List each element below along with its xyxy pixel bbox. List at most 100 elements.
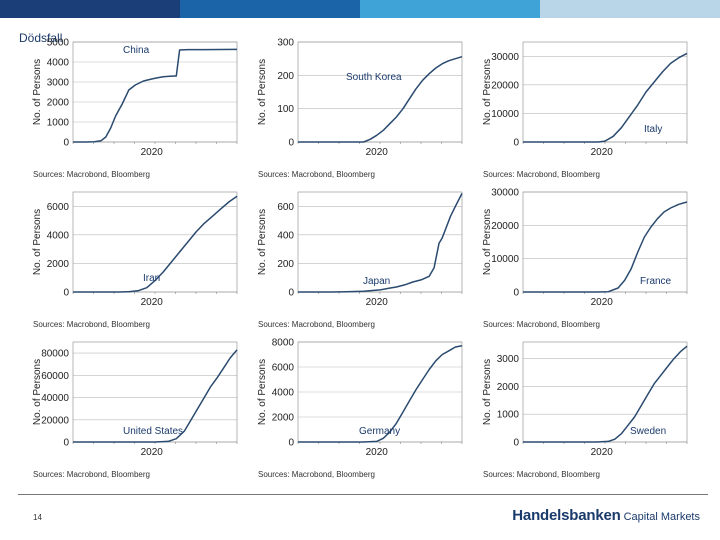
x-tick-label: 2020 [141,297,164,308]
y-tick-label: 100 [277,104,294,115]
y-tick-label: 0 [288,288,294,299]
country-label: Iran [143,273,160,284]
series-line-sweden [523,345,688,443]
y-tick-label: 400 [277,230,294,241]
y-tick-label: 10000 [491,109,519,120]
y-tick-label: 4000 [47,58,70,69]
x-tick-label: 2020 [591,147,614,158]
chart-panel-germany: 0 2000 4000 6000 8000 2020 No. of Persons Germa… [225,300,463,479]
country-label: Italy [644,124,662,135]
source-note: Sources: Macrobond, Bloomberg [483,470,600,479]
brand-logo: Handelsbanken Capital Markets [512,507,700,525]
chart-panel-japan: 0 200 400 600 2020 No. of Persons Japan Sources… [225,150,463,329]
y-tick-label: 4000 [47,230,70,241]
top-bar-segment [540,0,720,18]
chart-panel-iran: 0 2000 4000 6000 2020 No. of Persons Iran Sourc… [0,150,238,329]
y-tick-label: 30000 [491,188,519,199]
y-tick-label: 3000 [47,78,70,89]
y-tick-label: 20000 [41,415,69,426]
plot-frame [297,41,463,143]
chart-united-states: 0 20000 40000 60000 80000 2020 No. of Persons U… [32,341,238,458]
top-bar-segment [0,0,180,18]
chart-sweden: 0 1000 2000 3000 2020 No. of Persons Sweden [482,341,688,458]
y-tick-label: 0 [513,288,519,299]
source-note: Sources: Macrobond, Bloomberg [483,320,600,329]
y-tick-label: 40000 [41,393,69,404]
series-line-united-states [73,349,238,443]
y-tick-label: 30000 [491,52,519,63]
source-note: Sources: Macrobond, Bloomberg [33,320,150,329]
plot-frame [72,41,238,143]
chart-south-korea: 0 100 200 300 2020 No. of Persons South Korea [257,38,463,158]
series-line-iran [73,195,238,293]
y-tick-label: 20000 [491,80,519,91]
chart-iran: 0 2000 4000 6000 2020 No. of Persons Iran [32,191,238,308]
plot-frame [522,41,688,143]
y-tick-label: 2000 [497,382,520,393]
brand-subtitle: Capital Markets [623,511,700,523]
chart-panel-italy: 0 10000 20000 30000 2020 No. of Persons Italy S… [450,0,688,179]
x-tick-label: 2020 [366,447,389,458]
y-tick-label: 0 [288,138,294,149]
y-tick-label: 2000 [47,98,70,109]
chart-panel-united-states: 0 20000 40000 60000 80000 2020 No. of Persons U… [0,300,238,479]
y-tick-label: 0 [63,138,69,149]
y-axis-label: No. of Persons [32,209,43,275]
country-label: China [123,45,150,56]
y-tick-label: 300 [277,38,294,49]
y-tick-label: 0 [288,438,294,449]
source-note: Sources: Macrobond, Bloomberg [258,170,375,179]
series-line-south-korea [298,55,463,143]
footer-divider [18,494,708,495]
source-note: Sources: Macrobond, Bloomberg [33,470,150,479]
y-tick-label: 80000 [41,349,69,360]
chart-italy: 0 10000 20000 30000 2020 No. of Persons Italy [482,41,688,158]
y-tick-label: 600 [277,202,294,213]
y-axis-label: No. of Persons [482,209,493,275]
y-tick-label: 0 [63,438,69,449]
chart-france: 0 10000 20000 30000 2020 No. of Persons France [482,188,688,308]
y-tick-label: 20000 [491,221,519,232]
chart-panel-sweden: 0 1000 2000 3000 2020 No. of Persons Sweden Sou… [450,300,688,479]
source-note: Sources: Macrobond, Bloomberg [483,170,600,179]
page-number: 14 [33,513,42,522]
y-axis-label: No. of Persons [257,209,268,275]
y-tick-label: 2000 [272,413,295,424]
series-line-italy [523,52,688,143]
source-note: Sources: Macrobond, Bloomberg [258,320,375,329]
country-label: Germany [359,426,400,437]
x-tick-label: 2020 [591,297,614,308]
y-axis-label: No. of Persons [482,59,493,125]
chart-germany: 0 2000 4000 6000 8000 2020 No. of Persons Germa… [257,338,463,458]
country-label: France [640,276,672,287]
chart-china: 0 1000 2000 3000 4000 5000 2020 No. of Persons C… [32,38,238,158]
country-label: Japan [363,276,390,287]
y-tick-label: 1000 [47,118,70,129]
x-tick-label: 2020 [366,297,389,308]
chart-panel-france: 0 10000 20000 30000 2020 No. of Persons France… [450,150,688,329]
slide-title: Dödsfall [19,31,63,45]
y-tick-label: 200 [277,71,294,82]
y-tick-label: 6000 [272,363,295,374]
y-tick-label: 0 [63,288,69,299]
chart-panel-china: 0 1000 2000 3000 4000 5000 2020 No. of Persons C… [0,0,238,179]
country-label: South Korea [346,72,402,83]
y-axis-label: No. of Persons [32,59,43,125]
series-line-france [523,201,688,293]
y-tick-label: 60000 [41,371,69,382]
y-tick-label: 0 [513,438,519,449]
y-tick-label: 3000 [497,354,520,365]
source-note: Sources: Macrobond, Bloomberg [258,470,375,479]
top-bar-segment [180,0,360,18]
series-line-china [73,48,238,143]
y-axis-label: No. of Persons [32,359,43,425]
country-label: Sweden [630,426,666,437]
chart-panel-south-korea: 0 100 200 300 2020 No. of Persons South Korea S… [225,0,463,179]
y-tick-label: 4000 [272,388,295,399]
y-tick-label: 1000 [497,410,520,421]
chart-japan: 0 200 400 600 2020 No. of Persons Japan [257,191,463,308]
y-axis-label: No. of Persons [482,359,493,425]
series-line-japan [298,193,463,293]
y-tick-label: 5000 [47,38,70,49]
y-tick-label: 8000 [272,338,295,349]
